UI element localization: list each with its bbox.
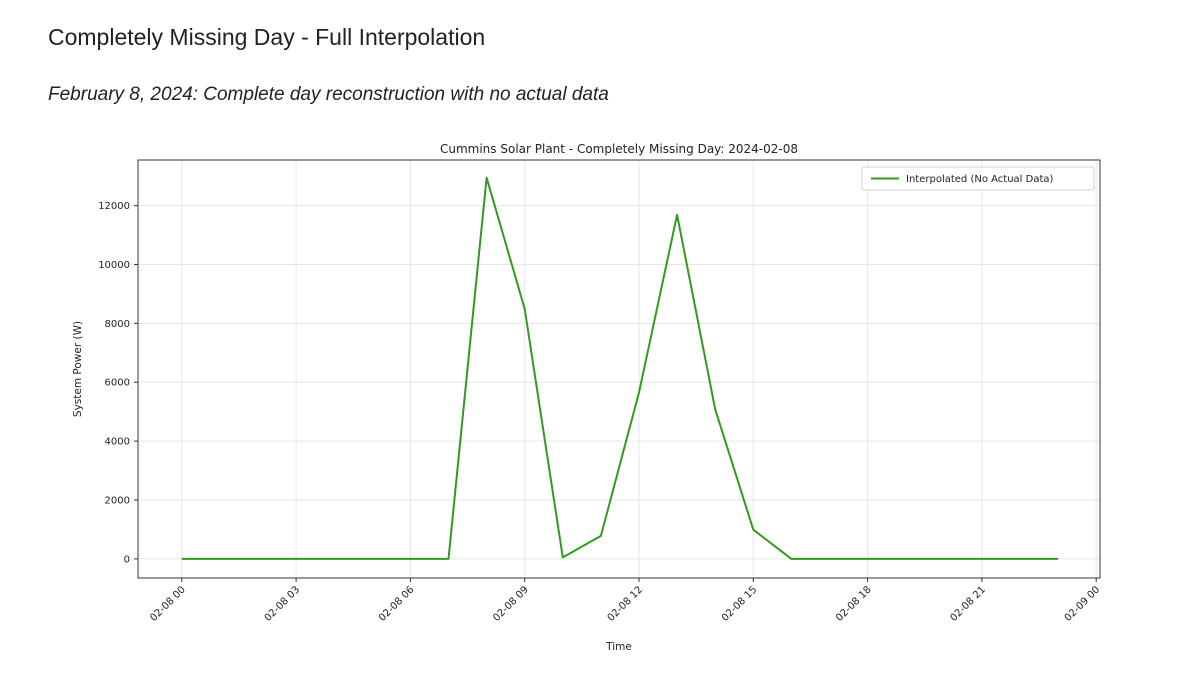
y-tick-label: 6000 [105, 378, 130, 389]
page-title: Completely Missing Day - Full Interpolat… [48, 24, 486, 50]
y-tick-label: 2000 [105, 495, 130, 506]
x-tick-label: 02-08 09 [491, 584, 531, 624]
y-axis-label: System Power (W) [72, 321, 84, 417]
page-subtitle: February 8, 2024: Complete day reconstru… [48, 84, 609, 105]
y-tick-label: 0 [124, 554, 130, 565]
x-axis-label: Time [605, 641, 632, 653]
legend-label: Interpolated (No Actual Data) [906, 174, 1054, 185]
y-axis-ticks: 0 2000 4000 6000 8000 10000 12000 [98, 201, 138, 565]
x-tick-label: 02-08 03 [263, 584, 303, 624]
y-tick-label: 4000 [105, 437, 130, 448]
x-tick-label: 02-08 15 [720, 584, 760, 624]
x-tick-label: 02-09 00 [1063, 584, 1103, 624]
chart-title: Cummins Solar Plant - Completely Missing… [440, 142, 798, 156]
y-tick-label: 8000 [105, 319, 130, 330]
grid-lines [138, 160, 1100, 578]
y-tick-label: 12000 [98, 201, 130, 212]
y-tick-label: 10000 [98, 260, 130, 271]
x-tick-label: 02-08 12 [606, 584, 646, 624]
x-tick-label: 02-08 06 [377, 584, 417, 624]
data-series [181, 176, 1059, 560]
x-axis-ticks: 02-08 00 02-08 03 02-08 06 02-08 09 02-08 12… [148, 578, 1102, 624]
series-line-interpolated [181, 176, 1059, 560]
x-tick-label: 02-08 21 [948, 584, 988, 624]
x-tick-label: 02-08 18 [834, 584, 874, 624]
legend: Interpolated (No Actual Data) [861, 166, 1095, 191]
plot-frame [137, 159, 1101, 579]
legend-box [861, 166, 1095, 191]
x-tick-label: 02-08 00 [148, 584, 188, 624]
